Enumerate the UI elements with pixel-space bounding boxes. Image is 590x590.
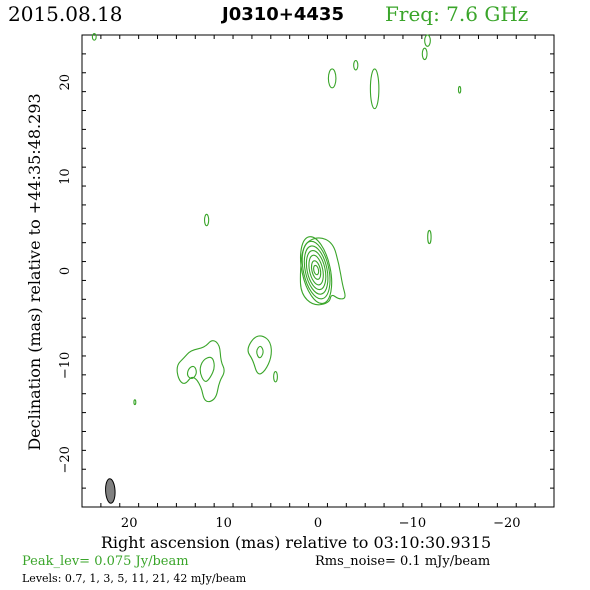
jet-knot-b-inner-contour: [256, 345, 264, 359]
core-contour: [310, 260, 322, 280]
core-contour: [303, 245, 329, 295]
noise-spot-contour: [273, 370, 278, 383]
frequency-label: Freq: 7.6 GHz: [385, 2, 529, 26]
core-contour: [305, 250, 327, 291]
noise-spot-contour: [421, 47, 428, 61]
y-tick-label: −10: [58, 352, 73, 379]
rms-noise: Rms_noise= 0.1 mJy/beam: [315, 554, 491, 569]
x-tick-label: 0: [314, 516, 322, 531]
peak-level: Peak_lev= 0.075 Jy/beam: [22, 554, 189, 569]
y-axis-label: Declination (mas) relative to +44:35:48.…: [25, 93, 44, 450]
x-tick-label: −10: [399, 516, 426, 531]
noise-spot-contour: [457, 85, 462, 94]
core-contour: [300, 236, 333, 304]
source-title: J0310+4435: [222, 4, 344, 25]
noise-spot-contour: [327, 68, 337, 89]
noise-spot-contour: [424, 34, 431, 47]
noise-spot-contour: [369, 68, 380, 110]
axis-tick-labels: 20 10 0 −10 −20 20 10 0 −10 −20: [58, 74, 521, 531]
x-axis-label: Right ascension (mas) relative to 03:10:…: [101, 533, 491, 552]
jet-knot-b-contour: [247, 335, 272, 375]
core-outer-contour: [299, 237, 346, 306]
observation-date: 2015.08.18: [8, 2, 123, 26]
contour-lines: [91, 33, 462, 406]
contour-levels: Levels: 0.7, 1, 3, 5, 11, 21, 42 mJy/bea…: [22, 572, 247, 585]
noise-spot-contour: [353, 59, 359, 71]
beam-ellipse: [105, 478, 116, 504]
x-tick-label: 20: [121, 516, 138, 531]
x-tick-label: 10: [215, 516, 232, 531]
noise-spot-contour: [203, 213, 210, 227]
jet-knot-a-contour: [176, 340, 225, 403]
y-tick-label: 10: [58, 168, 73, 185]
jet-knot-a-small-contour: [186, 365, 197, 379]
y-tick-label: −20: [58, 446, 73, 473]
y-tick-label: 20: [58, 74, 73, 91]
beam-shape: [105, 478, 116, 504]
noise-spot-contour: [427, 229, 432, 245]
axis-ticks: [81, 34, 555, 508]
plot-frame: [81, 34, 555, 508]
noise-spot-contour: [91, 33, 97, 41]
core-contour: [301, 240, 331, 300]
core-contour: [313, 264, 320, 276]
core-contour: [308, 254, 324, 286]
x-tick-label: −20: [493, 516, 520, 531]
jet-knot-a-inner-contour: [199, 356, 215, 382]
noise-spot-contour: [133, 399, 137, 406]
y-tick-label: 0: [58, 267, 73, 275]
